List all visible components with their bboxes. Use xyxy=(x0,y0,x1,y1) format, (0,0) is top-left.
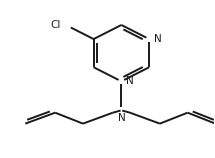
Text: Cl: Cl xyxy=(51,20,61,30)
Text: N: N xyxy=(126,76,134,86)
Text: N: N xyxy=(118,113,125,123)
Text: N: N xyxy=(154,34,162,44)
